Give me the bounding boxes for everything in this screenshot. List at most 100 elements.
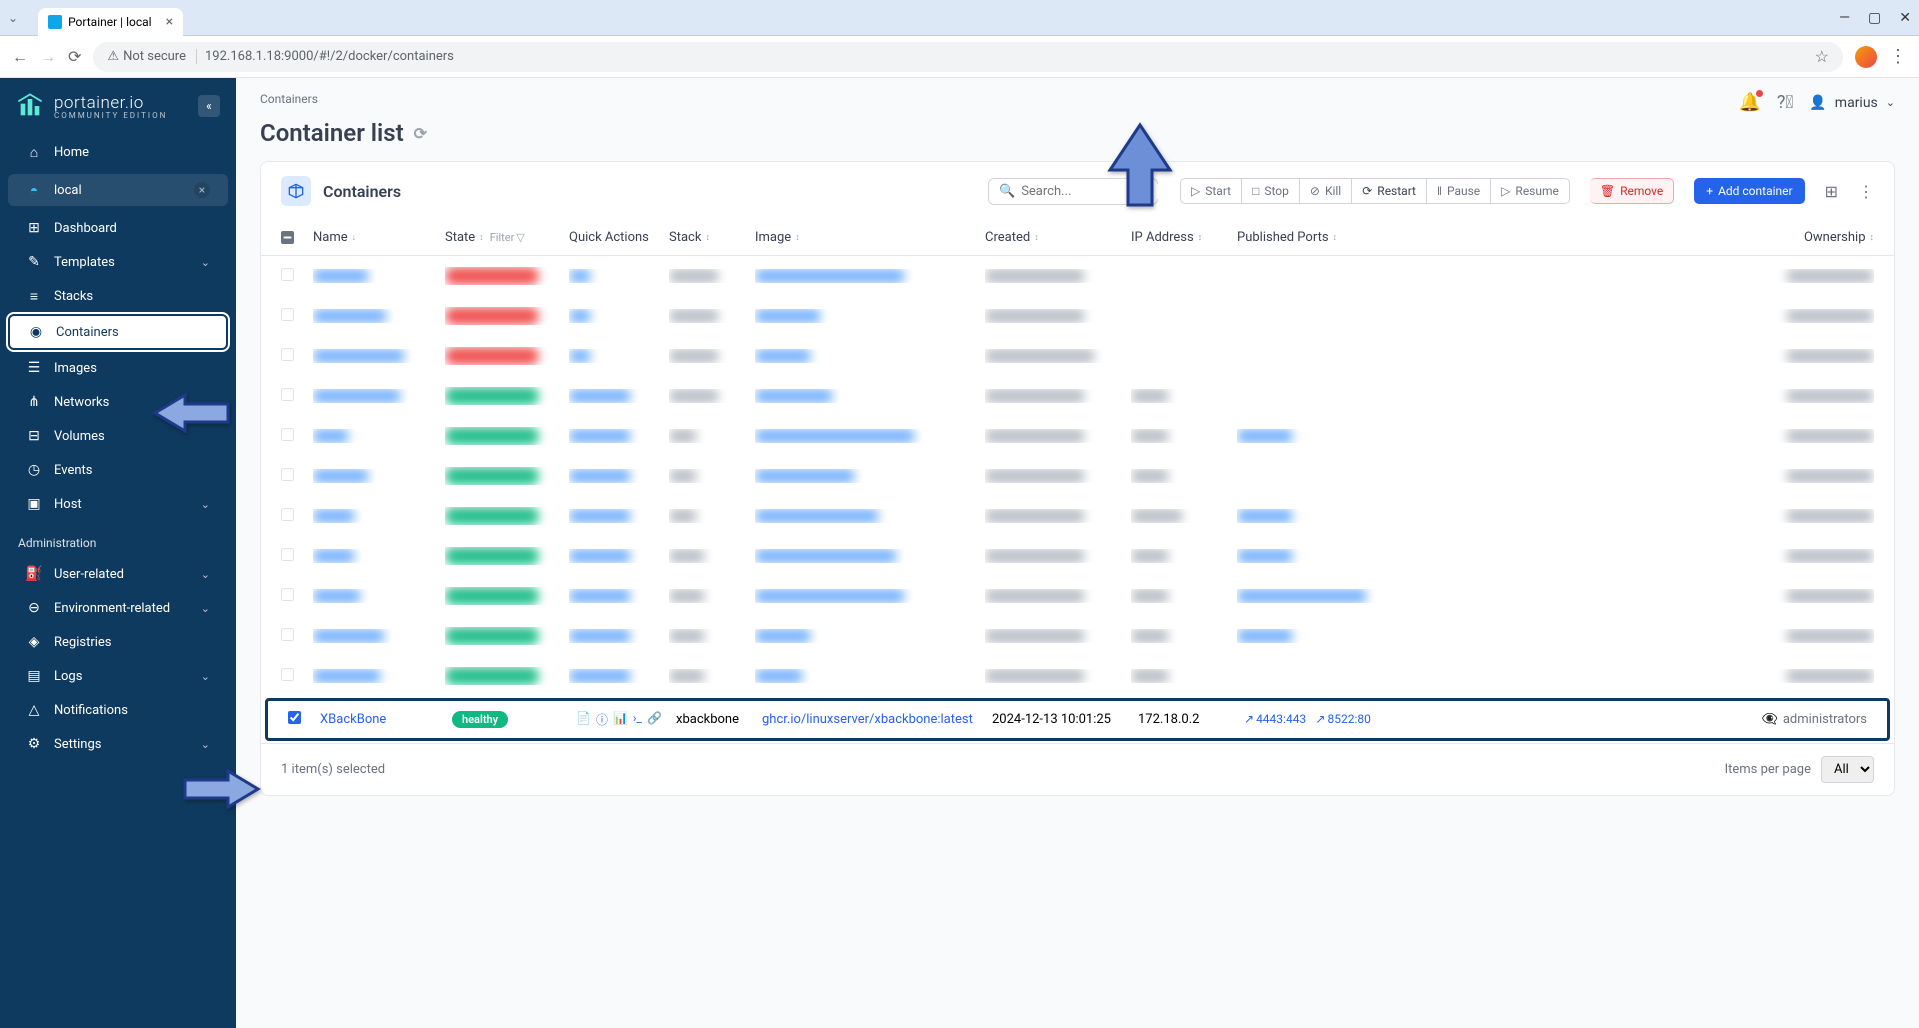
sidebar-item-images[interactable]: ☰Images	[8, 352, 228, 384]
back-icon[interactable]: ←	[12, 47, 28, 67]
bell-icon[interactable]: 🔔	[1738, 92, 1760, 113]
table-row[interactable]	[261, 416, 1894, 456]
sidebar-item-registries[interactable]: ◈Registries	[8, 626, 228, 658]
sidebar-item-templates[interactable]: ✎Templates⌄	[8, 246, 228, 278]
image-link[interactable]: ghcr.io/linuxserver/xbackbone:latest	[762, 712, 973, 727]
logs-icon[interactable]: 📄	[576, 711, 591, 728]
column-stack[interactable]: Stack↕	[669, 230, 755, 245]
chevron-down-icon: ⌄	[1886, 96, 1895, 109]
column-ip[interactable]: IP Address↕	[1131, 230, 1237, 245]
sidebar-item-home[interactable]: ⌂ Home	[8, 136, 228, 168]
tab-dropdown-icon[interactable]: ⌄	[8, 11, 18, 25]
resume-button[interactable]: ▷Resume	[1491, 178, 1570, 204]
table-row[interactable]	[261, 296, 1894, 336]
port-link-1[interactable]: ↗4443:443	[1244, 712, 1306, 726]
pause-button[interactable]: ‖Pause	[1427, 178, 1491, 204]
column-ports[interactable]: Published Ports↕	[1237, 230, 1405, 245]
table-row[interactable]	[261, 496, 1894, 536]
tab-close-icon[interactable]: ×	[166, 14, 173, 30]
stop-button[interactable]: □Stop	[1242, 178, 1300, 204]
security-badge: ⚠ Not secure	[107, 49, 197, 64]
table-row[interactable]	[261, 656, 1894, 696]
more-menu-icon[interactable]: ⋮	[1858, 182, 1874, 201]
panel-cube-icon	[281, 176, 311, 206]
tab-title: Portainer | local	[68, 15, 152, 29]
sidebar-environment[interactable]: ◓ local ×	[8, 174, 228, 206]
add-container-button[interactable]: +Add container	[1694, 178, 1804, 204]
search-input[interactable]	[1021, 184, 1187, 199]
sidebar-item-settings[interactable]: ⚙Settings⌄	[8, 728, 228, 760]
sidebar-item-volumes[interactable]: ⊟Volumes	[8, 420, 228, 452]
column-created[interactable]: Created↕	[985, 230, 1131, 245]
sidebar-collapse-button[interactable]: «	[198, 95, 220, 117]
console-icon[interactable]: ›_	[633, 711, 642, 728]
restart-button[interactable]: ⟳Restart	[1352, 178, 1427, 204]
table-row-selected[interactable]: XBackBone healthy 📄 ⓘ 📊 ›_ 🔗 xbackbone g…	[265, 698, 1890, 741]
per-page-select[interactable]: All	[1821, 756, 1874, 783]
row-checkbox[interactable]	[288, 711, 301, 724]
refresh-icon[interactable]: ⟳	[414, 124, 427, 143]
row-checkbox[interactable]	[281, 588, 294, 601]
page-title: Container list	[260, 119, 404, 147]
row-checkbox[interactable]	[281, 388, 294, 401]
stats-icon[interactable]: 📊	[613, 711, 628, 728]
chevron-down-icon: ⌄	[201, 256, 210, 269]
row-checkbox[interactable]	[281, 348, 294, 361]
close-window-icon[interactable]: ✕	[1899, 10, 1911, 26]
url-bar[interactable]: ⚠ Not secure 192.168.1.18:9000/#!/2/dock…	[93, 42, 1843, 72]
browser-tab[interactable]: Portainer | local ×	[38, 8, 183, 36]
browser-menu-icon[interactable]: ⋮	[1889, 46, 1907, 67]
table-row[interactable]	[261, 256, 1894, 296]
logo-row: portainer.io COMMUNITY EDITION «	[0, 78, 236, 134]
sidebar-item-user-related[interactable]: ⛽User-related⌄	[8, 558, 228, 590]
reload-icon[interactable]: ⟳	[68, 47, 81, 66]
sidebar-item-dashboard[interactable]: ⊞Dashboard	[8, 212, 228, 244]
browser-tab-bar: ⌄ Portainer | local × — ▢ ✕	[0, 0, 1919, 36]
maximize-icon[interactable]: ▢	[1868, 10, 1881, 26]
start-button[interactable]: ▷Start	[1180, 178, 1242, 204]
sidebar-item-host[interactable]: ▣Host⌄	[8, 488, 228, 520]
table-row[interactable]	[261, 536, 1894, 576]
close-env-icon[interactable]: ×	[194, 182, 210, 198]
help-icon[interactable]: ?⃝	[1777, 92, 1794, 113]
profile-avatar[interactable]	[1855, 46, 1877, 68]
column-state[interactable]: State↕Filter ▽	[445, 230, 569, 245]
sidebar-item-networks[interactable]: ⋔Networks	[8, 386, 228, 418]
attach-icon[interactable]: 🔗	[647, 711, 662, 728]
user-menu[interactable]: 👤 marius ⌄	[1809, 95, 1895, 111]
forward-icon[interactable]: →	[40, 47, 56, 67]
port-link-2[interactable]: ↗8522:80	[1315, 712, 1370, 726]
row-checkbox[interactable]	[281, 428, 294, 441]
table-row[interactable]	[261, 616, 1894, 656]
row-checkbox[interactable]	[281, 308, 294, 321]
container-name-link[interactable]: XBackBone	[320, 712, 386, 727]
sidebar-item-logs[interactable]: ▤Logs⌄	[8, 660, 228, 692]
table-row[interactable]	[261, 336, 1894, 376]
column-ownership[interactable]: Ownership↕	[1405, 230, 1874, 245]
table-row[interactable]	[261, 376, 1894, 416]
filter-link[interactable]: Filter ▽	[490, 231, 525, 244]
row-checkbox[interactable]	[281, 548, 294, 561]
sidebar-item-stacks[interactable]: ≡Stacks	[8, 280, 228, 312]
sidebar-item-environment-related[interactable]: ⊖Environment-related⌄	[8, 592, 228, 624]
sidebar-item-notifications[interactable]: △Notifications	[8, 694, 228, 726]
column-name[interactable]: Name↓	[313, 230, 445, 245]
sidebar-item-events[interactable]: ◷Events	[8, 454, 228, 486]
inspect-icon[interactable]: ⓘ	[596, 711, 608, 728]
bookmark-star-icon[interactable]: ☆	[1815, 47, 1829, 66]
table-row[interactable]	[261, 576, 1894, 616]
row-checkbox[interactable]	[281, 268, 294, 281]
select-all-checkbox[interactable]	[281, 231, 313, 244]
minimize-icon[interactable]: —	[1839, 10, 1850, 26]
search-box[interactable]: 🔍 ×	[988, 178, 1158, 205]
kill-button[interactable]: ⊘Kill	[1300, 178, 1352, 204]
row-checkbox[interactable]	[281, 468, 294, 481]
row-checkbox[interactable]	[281, 508, 294, 521]
remove-button[interactable]: 🗑Remove	[1590, 178, 1674, 204]
row-checkbox[interactable]	[281, 628, 294, 641]
columns-toggle-icon[interactable]: ⊞	[1825, 182, 1838, 201]
row-checkbox[interactable]	[281, 668, 294, 681]
sidebar-item-containers[interactable]: ◉Containers	[8, 314, 228, 350]
column-image[interactable]: Image↕	[755, 230, 985, 245]
table-row[interactable]	[261, 456, 1894, 496]
